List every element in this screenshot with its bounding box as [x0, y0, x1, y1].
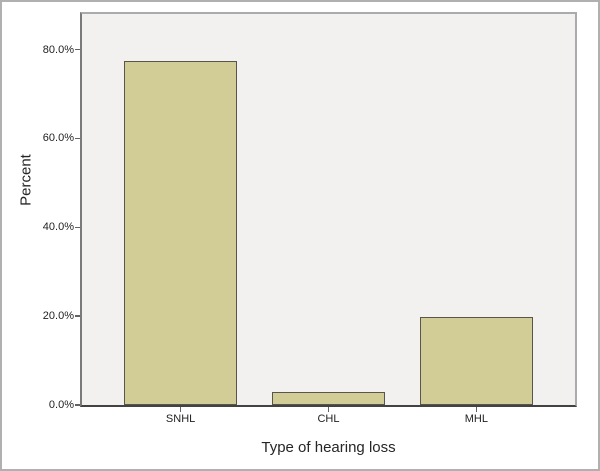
y-axis-tick: [75, 137, 80, 140]
x-axis-tick: [475, 407, 478, 412]
y-axis-tick: [75, 404, 80, 406]
y-tick-label: 0.0%: [48, 399, 74, 411]
y-tick-label: 80.0%: [42, 43, 74, 56]
bar-snhl: [124, 61, 238, 405]
y-axis-tick: [75, 48, 80, 51]
x-axis-tick: [179, 407, 182, 412]
plot-area: [80, 12, 577, 407]
x-tick-label: CHL: [317, 413, 340, 425]
x-axis-tick: [327, 407, 330, 412]
y-axis-title: Percent: [17, 154, 35, 206]
x-axis-title: Type of hearing loss: [261, 439, 396, 456]
y-tick-label: 60.0%: [42, 132, 74, 145]
bar-chl: [272, 392, 385, 405]
bar-mhl: [419, 317, 533, 405]
x-tick-label: MHL: [464, 413, 488, 425]
y-tick-label: 40.0%: [42, 221, 74, 234]
y-tick-label: 20.0%: [42, 310, 74, 323]
y-axis-tick: [75, 226, 80, 229]
y-axis-tick: [75, 315, 80, 317]
x-tick-label: SNHL: [165, 413, 196, 425]
